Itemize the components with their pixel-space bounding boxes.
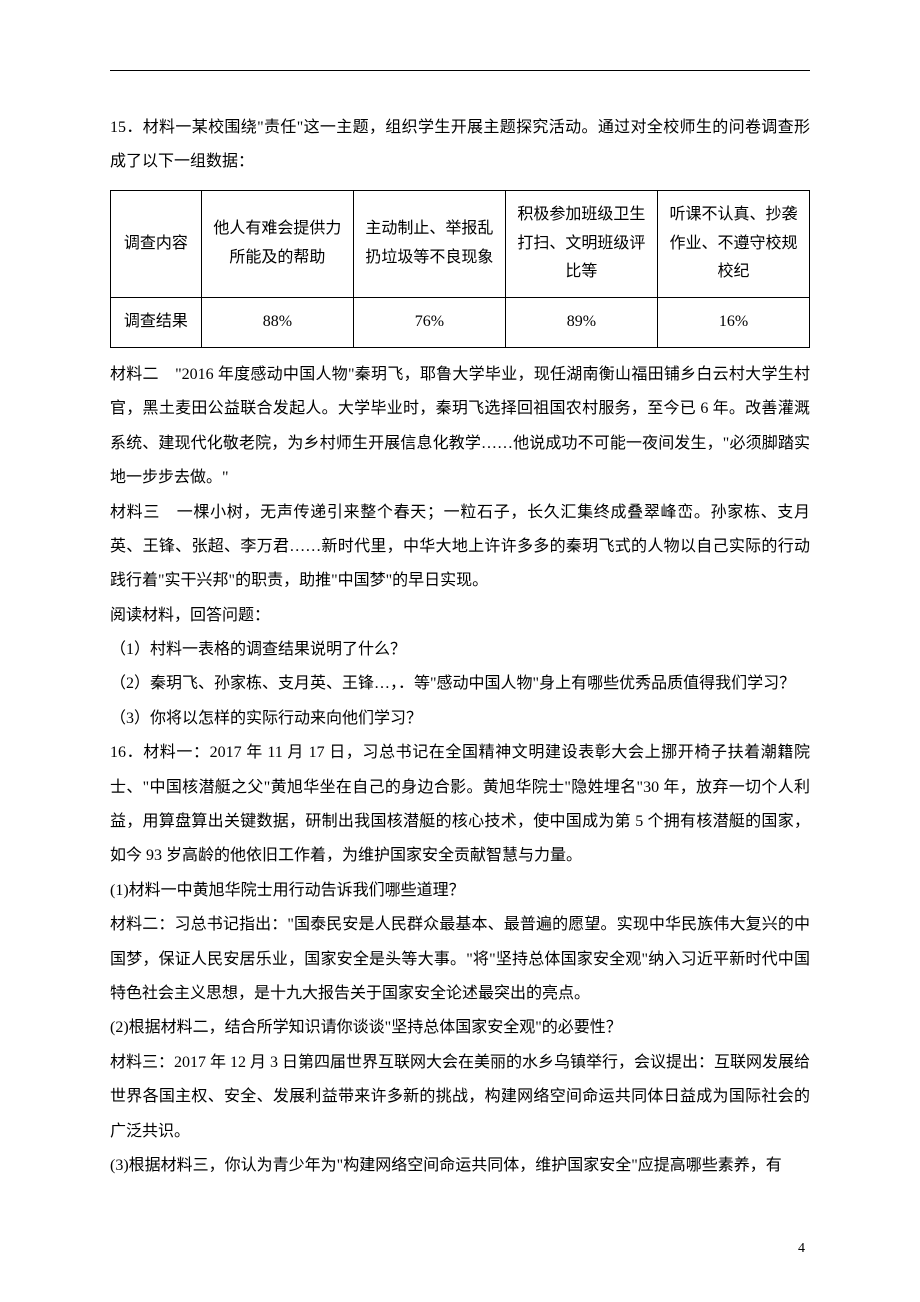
table-row: 调查结果 88% 76% 89% 16% <box>111 298 810 348</box>
q15-intro: 15．材料一某校围绕"责任"这一主题，组织学生开展主题探究活动。通过对全校师生的… <box>110 111 810 180</box>
table-value-cell: 16% <box>657 298 809 348</box>
table-value-cell: 88% <box>201 298 353 348</box>
table-header-cell: 听课不认真、抄袭作业、不遵守校规校纪 <box>657 190 809 297</box>
q16-material3: 材料三：2017 年 12 月 3 日第四届世界互联网大会在美丽的水乡乌镇举行，… <box>110 1046 810 1149</box>
table-result-label: 调查结果 <box>111 298 202 348</box>
q16-material1: 16．材料一：2017 年 11 月 17 日，习总书记在全国精神文明建设表彰大… <box>110 736 810 874</box>
table-value-cell: 76% <box>353 298 505 348</box>
q15-prompt: 阅读材料，回答问题： <box>110 599 810 633</box>
q16-material2: 材料二：习总书记指出："国泰民安是人民群众最基本、最普遍的愿望。实现中华民族伟大… <box>110 908 810 1011</box>
q15-sub3: （3）你将以怎样的实际行动来向他们学习？ <box>110 702 810 736</box>
q16-sub1: (1)材料一中黄旭华院士用行动告诉我们哪些道理？ <box>110 874 810 908</box>
table-header-cell: 积极参加班级卫生打扫、文明班级评比等 <box>505 190 657 297</box>
page-number: 4 <box>798 1241 805 1257</box>
table-header-cell: 主动制止、举报乱扔垃圾等不良现象 <box>353 190 505 297</box>
q16-sub3: (3)根据材料三，你认为青少年为"构建网络空间命运共同体，维护国家安全"应提高哪… <box>110 1149 810 1183</box>
table-header-label: 调查内容 <box>111 190 202 297</box>
document-page: 15．材料一某校围绕"责任"这一主题，组织学生开展主题探究活动。通过对全校师生的… <box>0 0 920 1243</box>
q15-material2: 材料二 "2016 年度感动中国人物"秦玥飞，耶鲁大学毕业，现任湖南衡山福田铺乡… <box>110 358 810 496</box>
q15-sub1: （1）村料一表格的调查结果说明了什么？ <box>110 633 810 667</box>
table-value-cell: 89% <box>505 298 657 348</box>
survey-table: 调查内容 他人有难会提供力所能及的帮助 主动制止、举报乱扔垃圾等不良现象 积极参… <box>110 190 810 348</box>
header-rule <box>110 70 810 71</box>
q15-sub2: （2）秦玥飞、孙家栋、支月英、王锋…，．等"感动中国人物"身上有哪些优秀品质值得… <box>110 667 810 701</box>
q15-material3: 材料三 一棵小树，无声传递引来整个春天；一粒石子，长久汇集终成叠翠峰峦。孙家栋、… <box>110 496 810 599</box>
table-row: 调查内容 他人有难会提供力所能及的帮助 主动制止、举报乱扔垃圾等不良现象 积极参… <box>111 190 810 297</box>
table-header-cell: 他人有难会提供力所能及的帮助 <box>201 190 353 297</box>
q16-sub2: (2)根据材料二，结合所学知识请你谈谈"坚持总体国家安全观"的必要性？ <box>110 1011 810 1045</box>
